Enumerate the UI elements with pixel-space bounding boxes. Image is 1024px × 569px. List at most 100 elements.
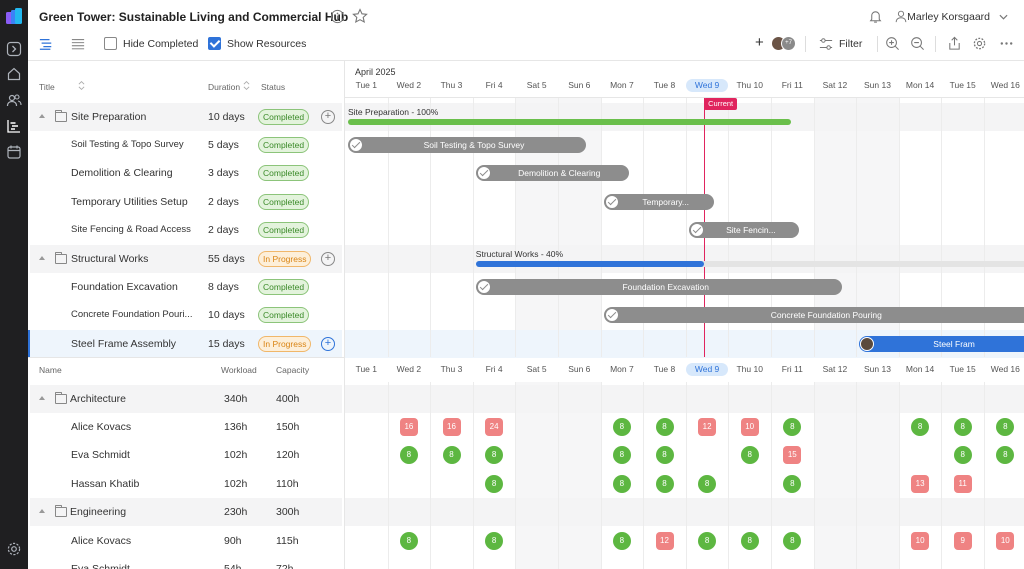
resource-row[interactable]: Alice Kovacs 136h 150h <box>30 413 342 441</box>
day-header[interactable]: Wed 2 <box>396 80 422 90</box>
workload-cell[interactable]: 8 <box>996 446 1015 465</box>
day-header[interactable]: Fri 11 <box>781 364 803 374</box>
day-header[interactable]: Tue 1 <box>355 80 377 90</box>
workload-cell[interactable]: 11 <box>953 474 972 493</box>
status-badge[interactable]: Completed <box>258 136 310 153</box>
workload-cell[interactable]: 8 <box>953 417 972 436</box>
notifications-icon[interactable] <box>868 9 883 24</box>
pane-splitter[interactable] <box>344 60 345 569</box>
status-badge[interactable]: Completed <box>258 193 310 210</box>
team-icon[interactable] <box>6 92 22 108</box>
day-header[interactable]: Wed 2 <box>396 364 422 374</box>
settings-icon[interactable] <box>6 541 22 557</box>
day-header[interactable]: Sun 6 <box>568 80 591 90</box>
task-bar[interactable]: Steel Fram <box>859 335 1024 352</box>
resource-row[interactable]: Hassan Khatib 102h 110h <box>30 470 342 498</box>
show-resources-label[interactable]: Show Resources <box>227 38 307 50</box>
status-badge[interactable]: In Progress <box>258 335 312 352</box>
workload-cell[interactable]: 8 <box>953 446 972 465</box>
workload-cell[interactable]: 8 <box>612 417 631 436</box>
workload-cell[interactable]: 8 <box>399 531 418 550</box>
workload-cell[interactable]: 16 <box>399 417 418 436</box>
share-icon[interactable] <box>947 36 962 51</box>
task-bar[interactable]: Soil Testing & Topo Survey <box>348 136 586 153</box>
workload-cell[interactable]: 8 <box>485 531 504 550</box>
task-row[interactable]: Site Fencing & Road Access 2 days Complete… <box>30 216 342 244</box>
day-header[interactable]: Thu 3 <box>440 364 463 374</box>
resource-row[interactable]: Eva Schmidt 102h 120h <box>30 441 342 469</box>
duration-column-header[interactable]: Duration <box>208 82 241 92</box>
workload-cell[interactable]: 10 <box>740 417 759 436</box>
more-options-icon[interactable] <box>999 36 1014 51</box>
workload-column-header[interactable]: Workload <box>221 365 257 375</box>
add-subtask-icon[interactable]: + <box>321 251 335 266</box>
day-header[interactable]: Thu 3 <box>440 80 463 90</box>
sort-icon[interactable] <box>78 80 85 91</box>
summary-progress[interactable] <box>348 118 791 125</box>
day-header[interactable]: Sat 12 <box>822 80 848 90</box>
workload-cell[interactable]: 8 <box>655 474 674 493</box>
status-badge[interactable]: Completed <box>258 307 310 324</box>
day-header[interactable]: Mon 14 <box>905 80 935 90</box>
task-row[interactable]: Steel Frame Assembly 15 days In Progress + <box>30 329 342 358</box>
status-badge[interactable]: In Progress <box>258 250 312 267</box>
day-header[interactable]: Mon 7 <box>610 80 634 90</box>
task-bar[interactable]: Demolition & Clearing <box>475 165 629 182</box>
day-header[interactable]: Fri 4 <box>485 80 503 90</box>
filter-icon[interactable] <box>819 37 833 51</box>
workload-cell[interactable]: 8 <box>612 474 631 493</box>
workload-cell[interactable]: 12 <box>655 531 674 550</box>
day-header[interactable]: Tue 8 <box>653 364 676 374</box>
status-badge[interactable]: Completed <box>258 108 310 125</box>
workload-cell[interactable]: 8 <box>655 446 674 465</box>
day-header[interactable]: Wed 9 <box>694 364 720 374</box>
gantt-icon[interactable] <box>6 118 22 134</box>
resource-row[interactable]: Architecture 340h 400h <box>30 384 342 413</box>
task-bar[interactable]: Concrete Foundation Pouring <box>603 307 1024 324</box>
capacity-column-header[interactable]: Capacity <box>276 365 310 375</box>
day-header[interactable]: Wed 16 <box>990 364 1020 374</box>
day-header[interactable]: Fri 11 <box>781 80 803 90</box>
day-header[interactable]: Mon 7 <box>610 364 634 374</box>
task-row[interactable]: Demolition & Clearing 3 days Completed <box>30 159 342 187</box>
user-icon[interactable] <box>894 9 908 23</box>
workload-cell[interactable]: 10 <box>911 531 930 550</box>
workload-cell[interactable]: 8 <box>698 474 717 493</box>
day-header[interactable]: Tue 1 <box>355 364 377 374</box>
collapse-caret-icon[interactable] <box>39 113 45 118</box>
day-header[interactable]: Sat 12 <box>822 364 848 374</box>
day-header[interactable]: Thu 10 <box>736 364 763 374</box>
collapse-caret-icon[interactable] <box>39 255 45 260</box>
info-icon[interactable] <box>330 9 345 24</box>
sort-icon[interactable] <box>243 80 250 91</box>
status-badge[interactable]: Completed <box>258 222 310 239</box>
workload-cell[interactable]: 12 <box>698 417 717 436</box>
task-bar[interactable]: Foundation Excavation <box>475 278 842 295</box>
star-icon[interactable] <box>352 8 368 24</box>
workload-cell[interactable]: 24 <box>485 417 504 436</box>
resource-row[interactable]: Alice Kovacs 90h 115h <box>30 527 342 555</box>
collapse-caret-icon[interactable] <box>39 395 45 400</box>
day-header[interactable]: Thu 10 <box>736 80 763 90</box>
day-header[interactable]: Tue 15 <box>949 80 976 90</box>
day-header[interactable]: Fri 4 <box>485 364 503 374</box>
workload-cell[interactable]: 8 <box>655 417 674 436</box>
workload-cell[interactable]: 8 <box>911 417 930 436</box>
workload-cell[interactable]: 8 <box>698 531 717 550</box>
expand-sidebar-icon[interactable] <box>6 41 22 57</box>
calendar-icon[interactable] <box>6 144 22 160</box>
workload-cell[interactable]: 8 <box>485 474 504 493</box>
collapse-caret-icon[interactable] <box>39 509 45 514</box>
day-header[interactable]: Sun 13 <box>864 364 891 374</box>
chevron-down-icon[interactable] <box>999 14 1008 20</box>
show-resources-checkbox[interactable] <box>208 37 221 50</box>
task-bar[interactable]: Temporary... <box>603 193 714 210</box>
user-name[interactable]: Marley Korsgaard <box>907 11 990 23</box>
title-column-header[interactable]: Title <box>39 82 55 92</box>
workload-cell[interactable]: 15 <box>783 446 802 465</box>
workload-cell[interactable]: 8 <box>612 446 631 465</box>
workload-cell[interactable]: 9 <box>953 531 972 550</box>
add-subtask-icon[interactable]: + <box>321 109 335 124</box>
workload-cell[interactable]: 13 <box>911 474 930 493</box>
day-header[interactable]: Wed 9 <box>694 80 720 90</box>
